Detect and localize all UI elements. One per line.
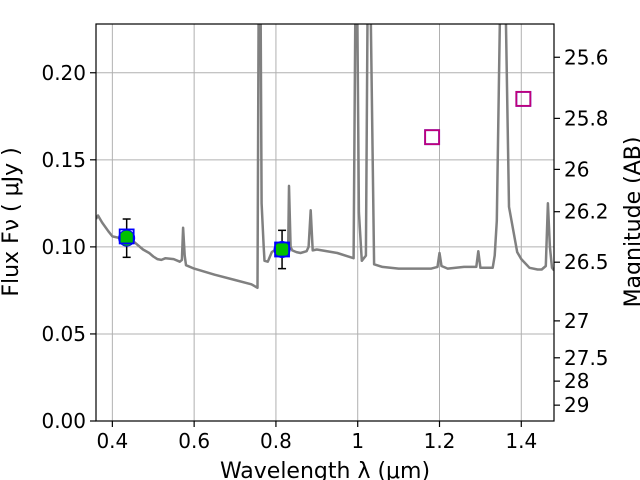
y-tick-label: 0.20 — [41, 61, 86, 85]
plot-area — [96, 24, 554, 290]
y2-tick-label: 27.5 — [564, 346, 609, 370]
x-axis-label: Wavelength λ (μm) — [220, 459, 430, 480]
x-tick-label: 0.4 — [96, 429, 128, 453]
x-tick-label: 1.2 — [424, 429, 456, 453]
y2-tick-label: 28 — [564, 369, 589, 393]
model-square-marker — [515, 90, 532, 107]
x-tick-label: 0.6 — [178, 429, 210, 453]
y2-tick-label: 26 — [564, 157, 589, 181]
spectrum-line — [96, 24, 554, 290]
model-square-marker — [424, 129, 441, 146]
y2-tick-label: 27 — [564, 309, 589, 333]
model-square-marker — [118, 228, 135, 245]
y2-axis-label: Magnitude (AB) — [621, 137, 640, 308]
x-tick-label: 1 — [351, 429, 364, 453]
grid-lines — [96, 24, 554, 422]
photometry-point — [273, 240, 291, 258]
y-tick-label: 0.15 — [41, 148, 86, 172]
model-square-marker — [515, 90, 532, 107]
axis-ticks: 0.4 0.6 0.8 1 1.2 1.4 0.00 0.05 0.10 0.15 0.20 25.6… — [41, 45, 608, 453]
y2-tick-label: 25.6 — [564, 45, 609, 69]
x-tick-label: 0.8 — [260, 429, 292, 453]
y2-tick-label: 26.5 — [564, 250, 609, 274]
y2-tick-label: 29 — [564, 393, 589, 417]
model-square-marker — [424, 129, 441, 146]
x-tick-label: 1.4 — [505, 429, 537, 453]
plot-frame — [95, 23, 555, 422]
y-tick-label: 0.00 — [41, 409, 86, 433]
y-tick-label: 0.10 — [41, 235, 86, 259]
y-axis-label: Flux Fν ( μJy ) — [0, 147, 24, 296]
model-square-marker — [274, 241, 290, 258]
y2-tick-label: 25.8 — [564, 106, 609, 130]
y-tick-label: 0.05 — [41, 322, 86, 346]
y2-tick-label: 26.2 — [564, 200, 609, 224]
